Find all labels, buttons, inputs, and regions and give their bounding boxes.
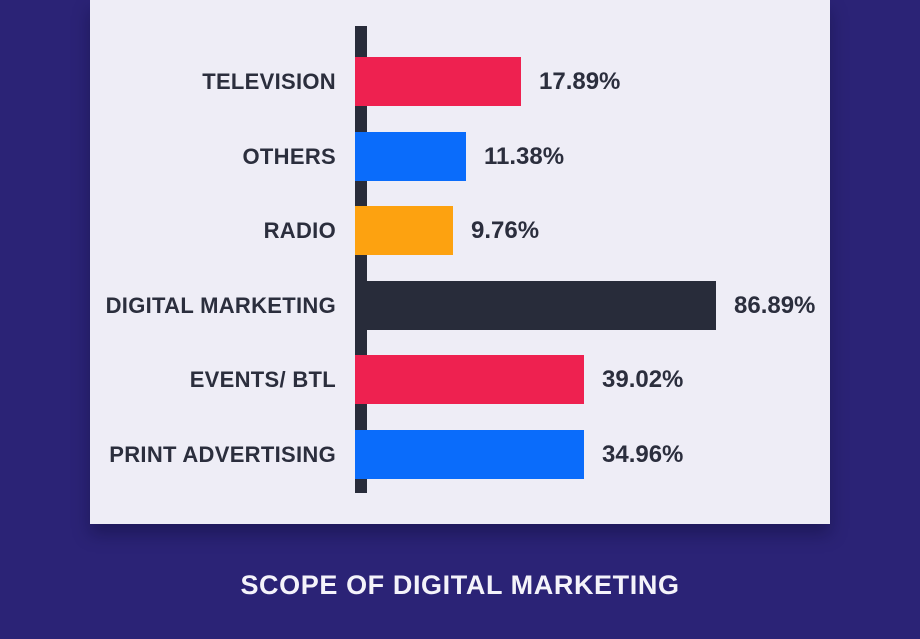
category-label: EVENTS/ BTL: [189, 367, 336, 392]
chart-row: EVENTS/ BTL 39.02%: [90, 355, 830, 404]
chart-row: DIGITAL MARKETING 86.89%: [90, 281, 830, 330]
bar: [355, 430, 584, 479]
value-label: 11.38%: [484, 143, 565, 170]
category-label: TELEVISION: [202, 69, 336, 94]
value-label: 86.89%: [734, 292, 816, 319]
chart-row: RADIO 9.76%: [90, 206, 830, 255]
chart-title: SCOPE OF DIGITAL MARKETING: [240, 570, 680, 600]
bar: [355, 281, 716, 330]
chart-panel: TELEVISION 17.89% OTHERS 11.38% RADIO 9.…: [90, 0, 830, 524]
value-label: 39.02%: [602, 366, 684, 393]
category-label: RADIO: [263, 218, 336, 243]
chart-row: OTHERS 11.38%: [90, 132, 830, 181]
value-label: 34.96%: [602, 441, 684, 468]
value-label: 9.76%: [471, 217, 540, 244]
chart-row: TELEVISION 17.89%: [90, 57, 830, 106]
chart-row: PRINT ADVERTISING 34.96%: [90, 430, 830, 479]
value-label: 17.89%: [539, 68, 621, 95]
category-label: DIGITAL MARKETING: [105, 293, 336, 318]
bar: [355, 132, 466, 181]
bar: [355, 206, 453, 255]
category-label: PRINT ADVERTISING: [109, 442, 336, 467]
bar: [355, 57, 521, 106]
bar: [355, 355, 584, 404]
category-label: OTHERS: [242, 144, 336, 169]
